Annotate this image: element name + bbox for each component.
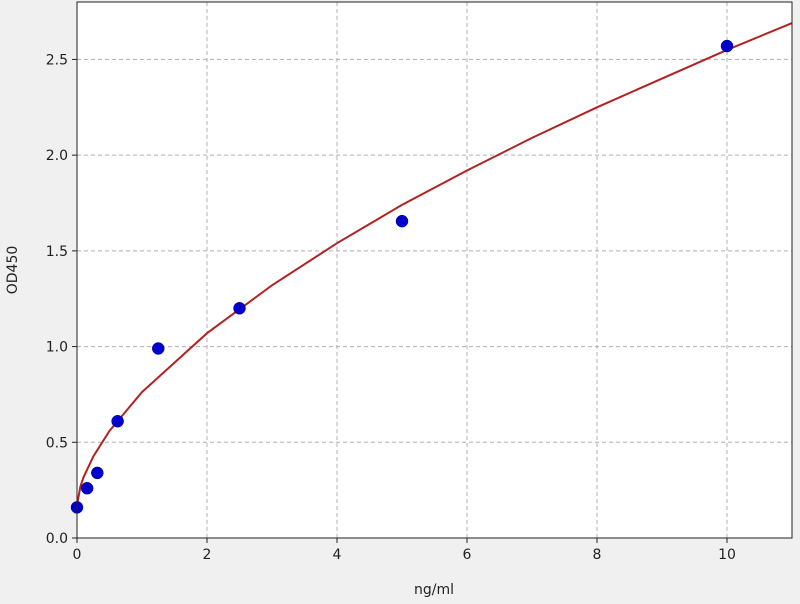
fit-curve-line — [76, 22, 793, 506]
data-point — [395, 214, 409, 228]
x-axis-label: ng/ml — [414, 582, 454, 598]
data-point — [91, 466, 104, 480]
data-points — [70, 39, 734, 514]
y-tick-label: 1.0 — [46, 340, 68, 356]
y-tick-label: 2.0 — [46, 148, 68, 164]
y-tick-label: 1.5 — [46, 244, 68, 260]
plot-area — [77, 2, 792, 538]
data-point — [111, 414, 124, 428]
fit-curve-group — [76, 22, 793, 506]
x-tick-label: 8 — [593, 547, 602, 563]
x-tick-label: 2 — [203, 547, 212, 563]
y-axis-label: OD450 — [5, 246, 21, 295]
data-point — [720, 39, 734, 53]
x-tick-label: 6 — [463, 547, 472, 563]
y-tick-label: 0.5 — [46, 435, 68, 451]
data-point — [152, 342, 165, 355]
plot-frame — [76, 1, 793, 539]
data-point — [80, 481, 94, 495]
x-tick-label: 4 — [333, 547, 342, 563]
y-tick-label: 0.0 — [46, 531, 68, 547]
x-tick-label: 0 — [73, 547, 82, 563]
x-tick-label: 10 — [718, 547, 736, 563]
y-tick-label: 2.5 — [46, 52, 68, 68]
data-point — [233, 302, 246, 315]
axis-ticks: 0 2 4 6 8 10 0.0 0.5 1.0 1.5 2.0 2.5 — [46, 52, 736, 563]
